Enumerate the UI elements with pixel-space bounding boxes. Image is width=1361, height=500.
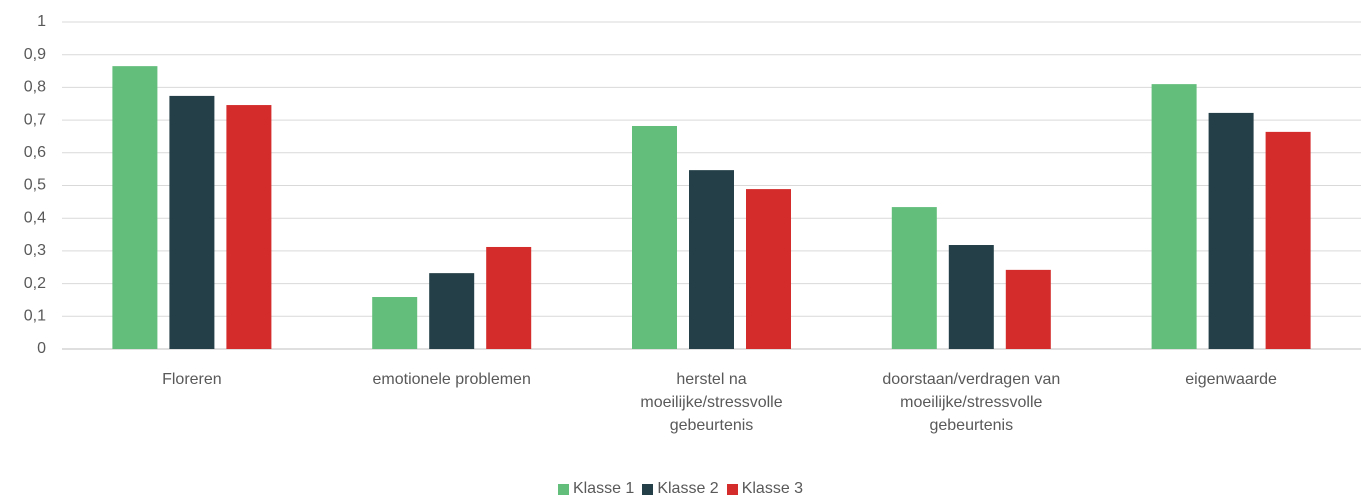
bar [169, 95, 215, 349]
y-tick-label: 0,6 [24, 144, 46, 161]
plot: 0 0,1 0,2 0,3 0,4 0,5 0,6 0,7 0,8 0,9 1 [24, 13, 1361, 357]
y-tick-label: 0,3 [24, 242, 46, 259]
y-tick-label: 0 [37, 340, 46, 357]
x-tick-label: doorstaan/verdragen van moeilijke/stress… [882, 371, 1061, 434]
y-tick-label: 0,7 [24, 111, 46, 128]
y-tick-label: 0,5 [24, 177, 46, 194]
y-tick-label: 0,8 [24, 79, 46, 96]
bar [689, 170, 734, 349]
y-tick-label: 0,9 [24, 46, 46, 63]
bar [891, 207, 937, 349]
legend-label: Klasse 3 [741, 480, 804, 497]
legend-label: Klasse 2 [657, 480, 719, 497]
y-tick-label: 0,2 [24, 275, 46, 292]
x-tick-label: herstel na moeilijke/stressvolle gebeurt… [640, 371, 783, 434]
x-tick-label: Floreren [162, 371, 222, 388]
legend-item: Klasse 3 [726, 480, 804, 498]
legend: Klasse 1 Klasse 2 Klasse 3 [0, 480, 1361, 500]
legend-item: Klasse 2 [642, 480, 719, 498]
bar [112, 66, 158, 350]
bar [746, 189, 791, 349]
bar [372, 297, 418, 349]
legend-label: Klasse 1 [572, 480, 635, 497]
bar [1265, 131, 1311, 349]
legend-swatch [557, 483, 569, 495]
legend-item: Klasse 1 [557, 480, 635, 498]
bar [948, 245, 994, 349]
x-tick-label: emotionele problemen [372, 371, 531, 388]
y-tick-label: 1 [37, 13, 46, 30]
bar [1005, 269, 1051, 349]
y-tick-label: 0,4 [24, 209, 46, 226]
bar [226, 105, 272, 349]
bar [1208, 112, 1254, 349]
bar [1151, 84, 1197, 349]
x-tick-label: eigenwaarde [1185, 371, 1277, 388]
legend-swatch [726, 483, 738, 495]
bar [632, 125, 677, 350]
y-tick-label: 0,1 [24, 308, 46, 325]
bar [429, 273, 475, 349]
legend-swatch [642, 483, 654, 495]
bar [486, 246, 532, 349]
